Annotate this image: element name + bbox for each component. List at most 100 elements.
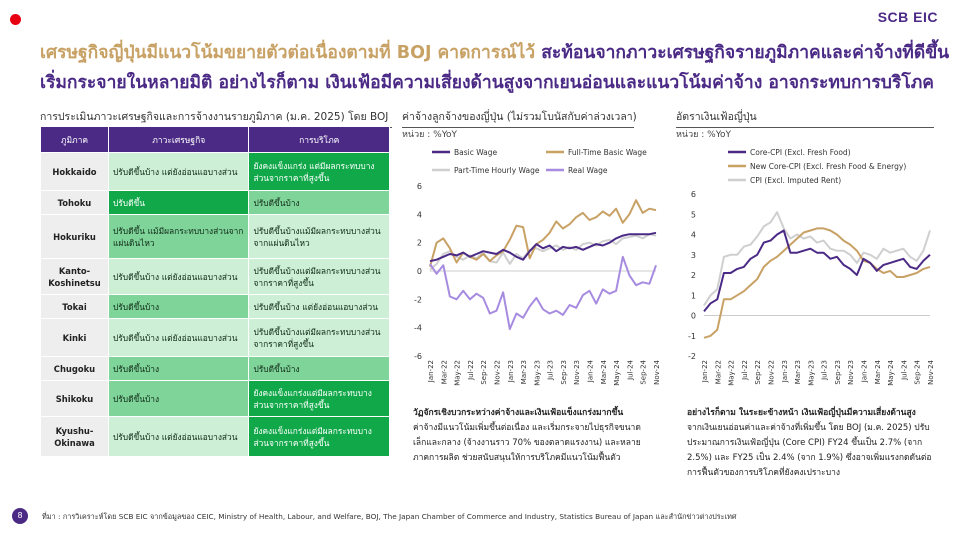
title-line2: เริ่มกระจายในหลายมิติ อย่างไรก็ตาม เงินเ…	[40, 73, 934, 93]
consumption-cell: ยังคงแข็งแกร่งแต่มีผลกระทบบางส่วนจากราคา…	[248, 416, 390, 457]
x-tick-label: Mar-23	[794, 360, 802, 384]
economy-cell: ปรับดีขึ้นบ้าง แต่ยังอ่อนแอบางส่วน	[107, 416, 250, 457]
inflation-note-body: จากเงินเยนอ่อนค่าและค่าจ้างที่เพิ่มขึ้น …	[687, 423, 932, 478]
legend-label: Real Wage	[568, 166, 608, 175]
table-section-title: การประเมินภาวะเศรษฐกิจและการจ้างงานรายภู…	[40, 108, 392, 128]
region-cell: Tokai	[40, 294, 109, 319]
x-tick-label: May-22	[728, 360, 736, 386]
x-tick-label: Sep-24	[914, 359, 922, 384]
x-tick-label: Jul-22	[467, 360, 475, 381]
x-tick-label: May-22	[454, 360, 462, 386]
page-number: 8	[12, 508, 28, 524]
economy-cell: ปรับดีขึ้น แม้มีผลกระทบบางส่วนจากแผ่นดิน…	[107, 214, 250, 259]
table-row: Kyushu- Okinawa ปรับดีขึ้นบ้าง แต่ยังอ่อน…	[40, 416, 390, 457]
region-cell: Kyushu- Okinawa	[40, 416, 109, 457]
inflation-line-chart: Core-CPI (Excl. Fresh Food) New Core-CPI …	[688, 148, 935, 386]
regional-assessment-table: ภูมิภาค ภาวะเศรษฐกิจ การบริโภค Hokkaido ป…	[40, 126, 390, 457]
y-tick-label: -6	[414, 352, 422, 361]
series-line-core-cpi-excl-fresh-food-	[703, 229, 931, 313]
japan-flag-icon	[10, 14, 21, 25]
series-line-real-wage	[429, 255, 657, 331]
table-row: Hokkaido ปรับดีขึ้นบ้าง แต่ยังอ่อนแอบางส่…	[40, 152, 390, 191]
x-tick-label: Nov-22	[493, 360, 501, 385]
inflation-note: อย่างไรก็ตาม ในระยะข้างหน้า เงินเฟ้อญี่ป…	[687, 406, 935, 481]
consumption-cell: ปรับดีขึ้นบ้างแต่มีผลกระทบบางส่วนจากราคา…	[248, 258, 390, 295]
x-tick-label: Jan-22	[427, 360, 435, 383]
economy-cell: ปรับดีขึ้น	[107, 190, 250, 215]
series-line-cpi-excl-imputed-rent-	[703, 211, 931, 306]
x-tick-label: Mar-22	[714, 360, 722, 384]
x-tick-label: Mar-22	[440, 360, 448, 384]
wage-note-body: ค่าจ้างมีแนวโน้มเพิ่มขึ้นต่อเนื่อง และเร…	[413, 423, 641, 463]
x-tick-label: Jul-22	[741, 360, 749, 381]
x-tick-label: May-23	[533, 360, 541, 386]
economy-cell: ปรับดีขึ้นบ้าง แต่ยังอ่อนแอบางส่วน	[107, 318, 250, 357]
series-line-new-core-cpi-excl-fresh-food-energy-	[703, 227, 931, 339]
x-tick-label: Jul-23	[547, 360, 555, 381]
title-line1-rest: สะท้อนจากภาวะเศรษฐกิจรายภูมิภาคและค่าจ้า…	[535, 43, 950, 63]
legend-label: Full-Time Basic Wage	[568, 148, 647, 157]
consumption-cell: ปรับดีขึ้นบ้าง แต่ยังอ่อนแอบางส่วน	[248, 294, 390, 319]
region-cell: Tohoku	[40, 190, 109, 215]
x-tick-label: Nov-22	[767, 360, 775, 385]
wage-chart-unit: หน่วย : %YoY	[402, 130, 458, 140]
legend-label: CPI (Excl. Imputed Rent)	[750, 176, 841, 185]
legend-label: Basic Wage	[454, 148, 498, 157]
legend-label: Core-CPI (Excl. Fresh Food)	[750, 148, 851, 157]
consumption-cell: ยังคงแข็งแกร่ง แต่มีผลกระทบบางส่วนจากราค…	[248, 152, 390, 191]
legend-label: New Core-CPI (Excl. Fresh Food & Energy)	[750, 162, 906, 171]
economy-cell: ปรับดีขึ้นบ้าง	[107, 356, 250, 381]
table-row: Tokai ปรับดีขึ้นบ้าง ปรับดีขึ้นบ้าง แต่ยัง…	[40, 294, 390, 319]
page-title: เศรษฐกิจญี่ปุ่นมีแนวโน้มขยายตัวต่อเนื่อง…	[40, 38, 955, 98]
x-tick-label: Mar-23	[520, 360, 528, 384]
table-row: Shikoku ปรับดีขึ้นบ้าง ยังคงแข็งแกร่งแต่มี…	[40, 380, 390, 417]
table-row: Kanto- Koshinetsu ปรับดีขึ้นบ้าง แต่ยังอ่…	[40, 258, 390, 295]
x-tick-label: Sep-23	[560, 360, 568, 385]
table-row: Tohoku ปรับดีขึ้น ปรับดีขึ้นบ้าง	[40, 190, 390, 215]
economy-cell: ปรับดีขึ้นบ้าง แต่ยังอ่อนแอบางส่วน	[107, 152, 250, 191]
x-tick-label: Jan-23	[781, 360, 789, 383]
x-tick-label: Mar-24	[874, 359, 882, 384]
y-tick-label: 2	[691, 271, 696, 280]
y-tick-label: 2	[417, 239, 422, 248]
consumption-cell: ปรับดีขึ้นบ้างแม้มีผลกระทบบางส่วนจากแผ่น…	[248, 214, 390, 259]
x-tick-label: Jan-24	[861, 359, 869, 383]
y-tick-label: -2	[688, 352, 696, 361]
region-cell: Kinki	[40, 318, 109, 357]
source-note: ที่มา : การวิเคราะห์โดย SCB EIC จากข้อมู…	[42, 512, 737, 521]
y-tick-label: 0	[417, 267, 422, 276]
header-consumption: การบริโภค	[248, 126, 390, 153]
x-tick-label: Nov-23	[573, 360, 581, 385]
y-tick-label: 4	[417, 210, 422, 219]
inflation-chart-unit: หน่วย : %YoY	[676, 130, 732, 140]
table-row: Hokuriku ปรับดีขึ้น แม้มีผลกระทบบางส่วนจา…	[40, 214, 390, 259]
region-cell: Shikoku	[40, 380, 109, 417]
consumption-cell: ยังคงแข็งแกร่งแต่มีผลกระทบบางส่วนจากราคา…	[248, 380, 390, 417]
x-tick-label: Sep-23	[834, 360, 842, 385]
inflation-chart-title: อัตราเงินเฟ้อญี่ปุ่น	[676, 108, 934, 128]
series-line-basic-wage	[429, 231, 657, 263]
region-cell: Kanto- Koshinetsu	[40, 258, 109, 295]
legend-label: Part-Time Hourly Wage	[454, 166, 540, 175]
wage-note-heading: วัฏจักรเชิงบวกระหว่างค่าจ้างและเงินเฟ้อแ…	[413, 408, 624, 418]
y-tick-label: -1	[688, 332, 696, 341]
economy-cell: ปรับดีขึ้นบ้าง	[107, 294, 250, 319]
x-tick-label: Nov-24	[653, 359, 661, 384]
region-cell: Chugoku	[40, 356, 109, 381]
x-tick-label: Sep-24	[640, 359, 648, 384]
x-tick-label: Sep-22	[754, 360, 762, 385]
x-tick-label: Nov-23	[847, 360, 855, 385]
x-tick-label: May-23	[807, 360, 815, 386]
y-tick-label: -4	[414, 324, 422, 333]
x-tick-label: Mar-24	[600, 359, 608, 384]
x-tick-label: Nov-24	[927, 359, 935, 384]
x-tick-label: Jan-22	[701, 360, 709, 383]
y-tick-label: 1	[691, 291, 696, 300]
x-tick-label: May-24	[613, 359, 621, 385]
y-tick-label: 6	[417, 182, 422, 191]
wage-chart-title: ค่าจ้างลูกจ้างของญี่ปุ่น (ไม่รวมโบนัสกับ…	[402, 108, 637, 128]
header-region: ภูมิภาค	[40, 126, 109, 153]
consumption-cell: ปรับดีขึ้นบ้างแต่มีผลกระทบบางส่วนจากราคา…	[248, 318, 390, 357]
title-line1-accent: เศรษฐกิจญี่ปุ่นมีแนวโน้มขยายตัวต่อเนื่อง…	[40, 43, 536, 63]
x-tick-label: Jul-24	[900, 359, 908, 380]
